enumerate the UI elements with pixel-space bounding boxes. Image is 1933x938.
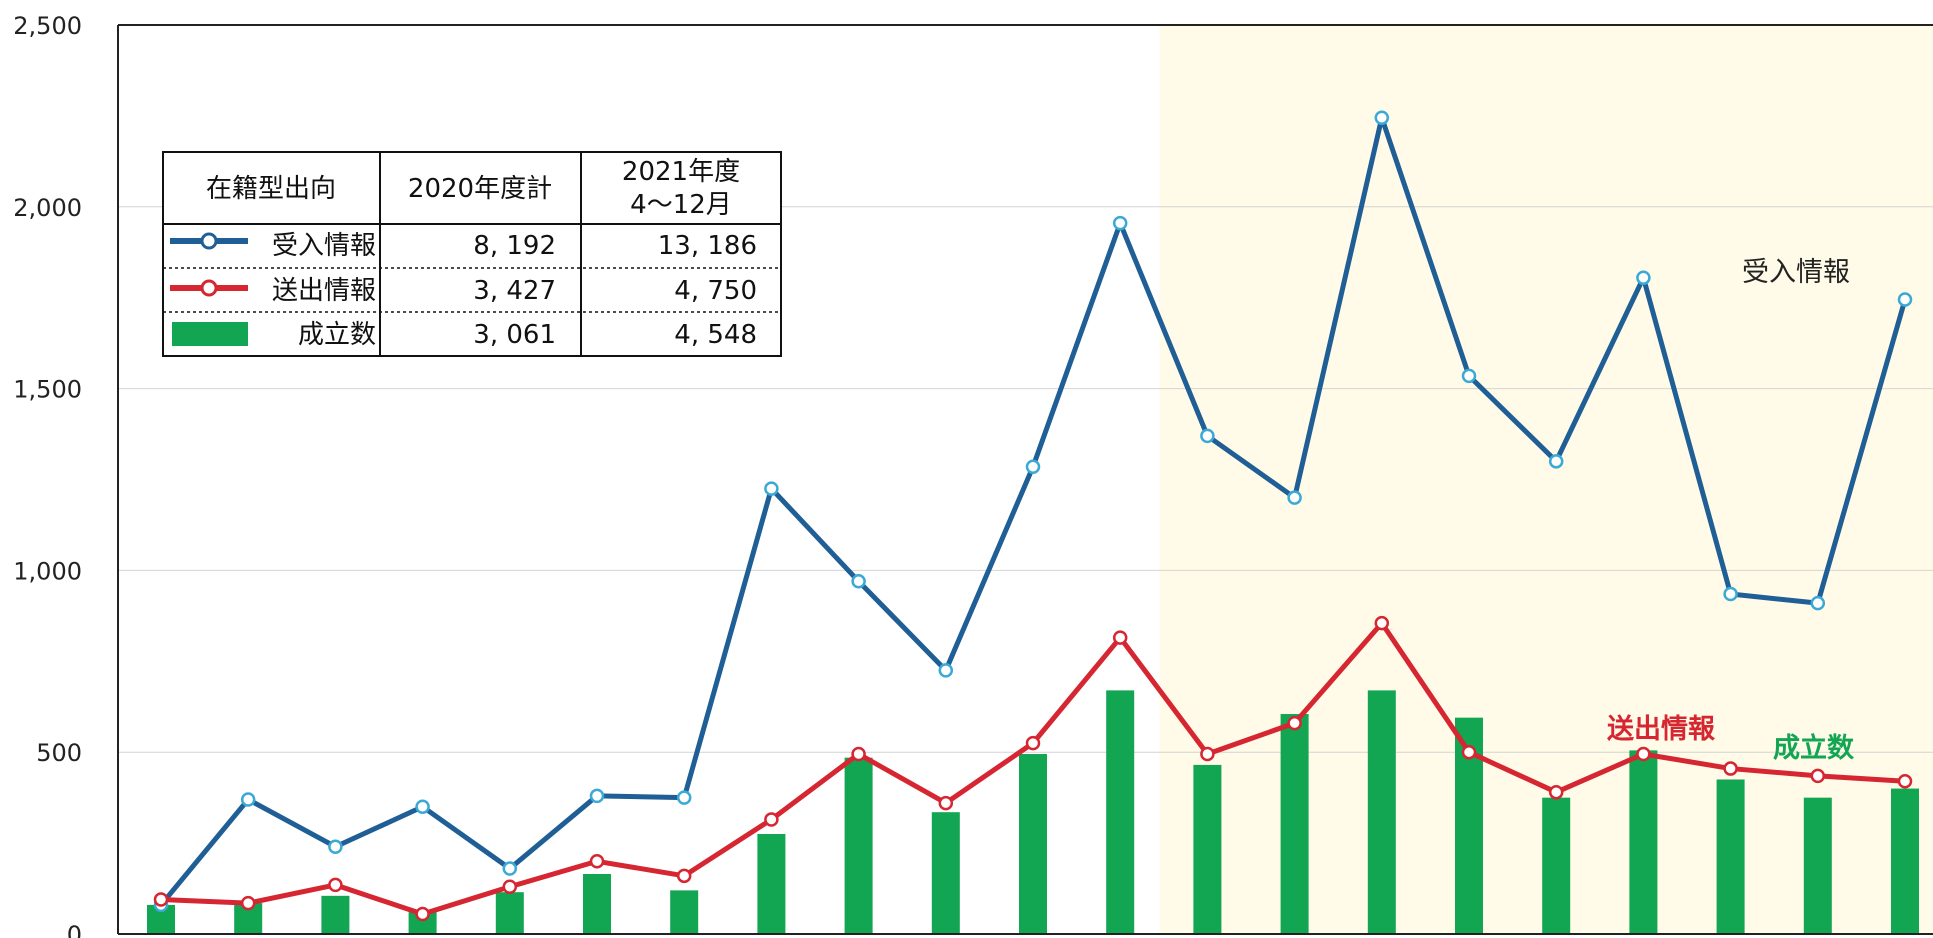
legend-header-fy2020: 2020年度計	[408, 174, 552, 204]
point-received	[1810, 595, 1826, 611]
point-received	[502, 861, 518, 876]
legend-fy2021-matched: 4, 548	[674, 320, 757, 350]
point-received	[1636, 270, 1651, 285]
bar-matched	[931, 812, 960, 934]
point-sent	[676, 868, 692, 884]
point-received	[1548, 454, 1564, 469]
point-sent	[1810, 768, 1826, 784]
bar-matched	[1367, 690, 1396, 934]
point-sent	[938, 795, 954, 811]
bar-matched	[757, 834, 786, 934]
point-received	[1025, 459, 1041, 475]
axes	[117, 24, 1933, 935]
legend-fy2020-received: 8, 192	[473, 231, 556, 261]
point-sent	[1548, 784, 1564, 800]
bar-matched	[844, 757, 873, 934]
point-received	[1723, 586, 1738, 602]
legend-marker-sent	[200, 279, 218, 297]
point-sent	[153, 892, 169, 907]
point-received	[676, 790, 692, 805]
legend-fy2020-matched: 3, 061	[473, 320, 556, 350]
point-sent	[1112, 630, 1128, 645]
bar-matched	[495, 892, 524, 934]
point-received	[1287, 490, 1302, 505]
point-received	[240, 792, 256, 807]
bar-matched	[1803, 797, 1832, 934]
point-received	[1374, 110, 1390, 125]
y-tick-label: 1,500	[13, 376, 82, 404]
bar-matched	[1193, 764, 1222, 934]
legend-header-category: 在籍型出向	[206, 174, 336, 204]
point-received	[415, 799, 430, 814]
point-sent	[1200, 746, 1215, 762]
point-sent	[1461, 744, 1477, 760]
point-sent	[415, 906, 430, 922]
point-sent	[1374, 615, 1390, 631]
y-tick-label: 1,000	[13, 557, 82, 585]
bar-matched	[583, 874, 611, 934]
annotation-matched: 成立数	[1773, 732, 1855, 764]
y-tick-label: 2,000	[13, 194, 82, 222]
point-sent	[328, 877, 343, 893]
point-sent	[1897, 774, 1913, 789]
point-received	[764, 481, 779, 496]
legend-header-fy2021-period: 4〜12月	[630, 190, 732, 220]
point-received	[1461, 368, 1477, 384]
y-tick-label: 2,500	[13, 12, 82, 40]
point-received	[1112, 215, 1128, 231]
y-tick-label: 500	[36, 739, 82, 767]
legend-fy2021-sent: 4, 750	[674, 276, 757, 306]
legend-fy2021-received: 13, 186	[658, 231, 757, 261]
legend-fy2020-sent: 3, 427	[473, 276, 556, 306]
bar-matched	[1106, 690, 1135, 934]
annotation-received: 受入情報	[1742, 257, 1850, 288]
point-received	[1897, 292, 1913, 307]
point-sent	[589, 854, 605, 869]
bar-matched	[1891, 788, 1919, 934]
y-tick-label: 0	[67, 921, 82, 938]
bar-matched	[1629, 750, 1658, 934]
annotation-sent: 送出情報	[1607, 714, 1716, 745]
bar-matched	[670, 890, 699, 934]
point-received	[328, 839, 343, 854]
bar-matched	[1542, 797, 1571, 934]
series-lines	[153, 110, 1913, 922]
bar-matched	[408, 912, 437, 934]
legend-table: 在籍型出向 2020年度計 2021年度 4〜12月 受入情報 8, 192 1…	[162, 151, 782, 357]
point-sent	[1723, 761, 1738, 776]
legend-label-matched: 成立数	[298, 320, 376, 350]
y-axis-ticks: 0 500 1,000 1,500 2,000 2,500	[13, 12, 82, 938]
bars-matched	[147, 690, 1919, 934]
legend-label-sent: 送出情報	[272, 276, 376, 306]
bar-matched	[1716, 779, 1745, 934]
bar-matched	[1280, 714, 1309, 934]
point-sent	[851, 746, 866, 762]
legend-label-received: 受入情報	[272, 231, 376, 261]
point-sent	[502, 879, 518, 894]
point-sent	[1636, 746, 1651, 762]
legend-marker-received	[200, 232, 218, 250]
point-received	[938, 663, 954, 678]
bar-matched	[1019, 754, 1047, 934]
point-sent	[240, 895, 256, 911]
point-sent	[1287, 715, 1302, 731]
legend-swatch-matched	[172, 322, 248, 346]
point-received	[851, 574, 866, 589]
legend-header-fy2021: 2021年度	[622, 157, 740, 187]
bar-matched	[321, 895, 350, 934]
point-sent	[764, 812, 779, 827]
point-received	[589, 788, 605, 804]
point-sent	[1025, 735, 1041, 751]
point-received	[1200, 428, 1215, 444]
